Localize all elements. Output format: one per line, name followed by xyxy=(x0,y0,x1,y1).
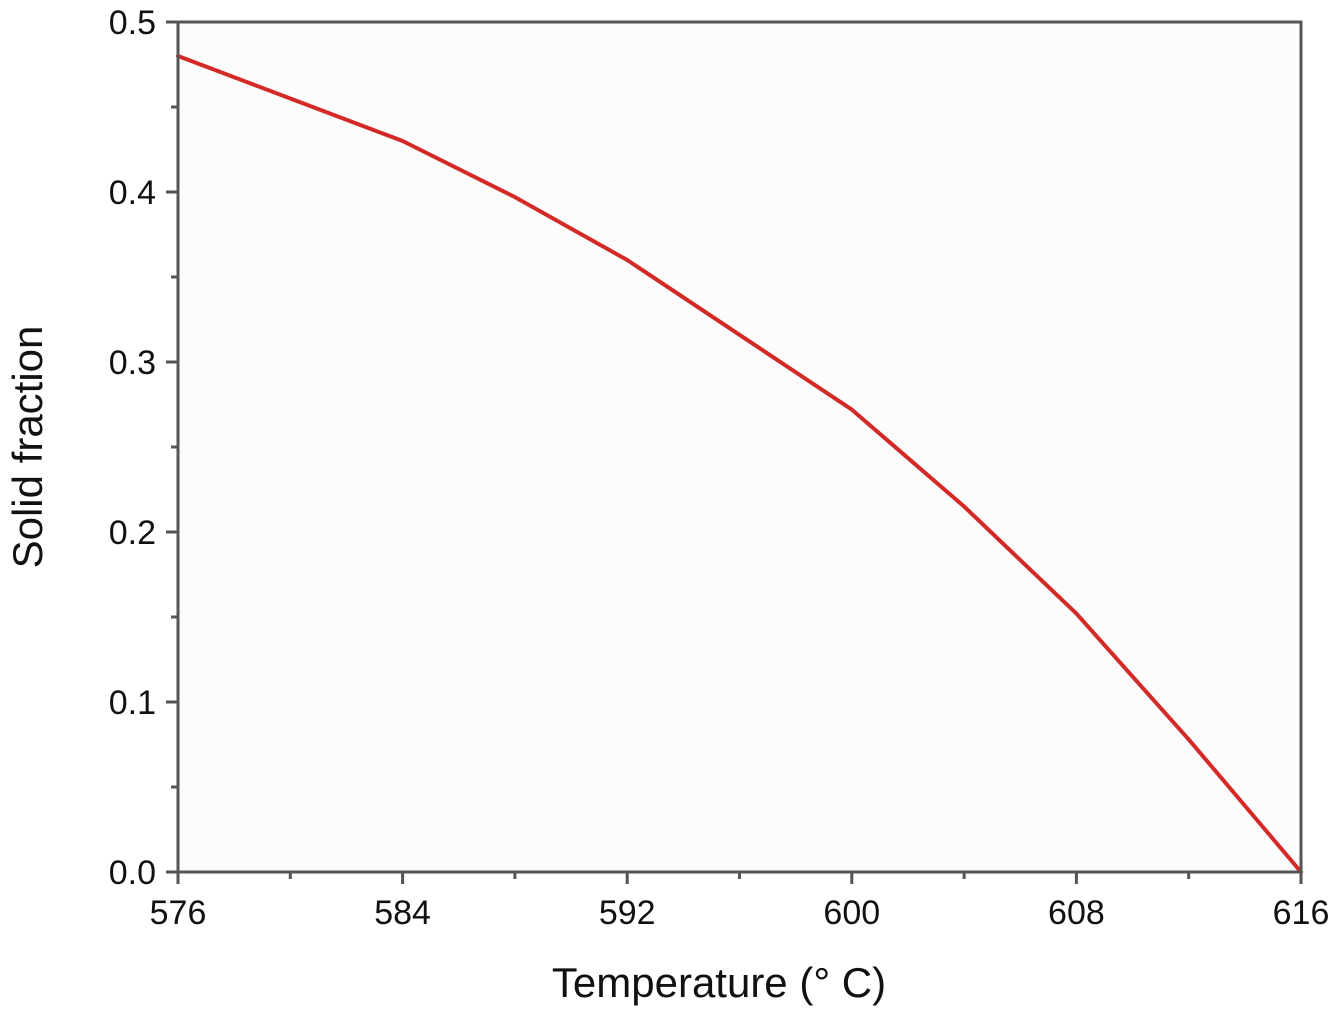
y-tick-label: 0.3 xyxy=(109,344,156,382)
y-tick-label: 0.4 xyxy=(109,174,156,212)
x-tick-label: 584 xyxy=(374,894,431,932)
y-axis-title: Solid fraction xyxy=(4,326,51,569)
plot-frame xyxy=(176,20,1303,874)
x-tick-label: 616 xyxy=(1273,894,1330,932)
y-tick-label: 0.2 xyxy=(109,514,156,552)
y-tick-label: 0.0 xyxy=(109,854,156,892)
x-axis-title: Temperature (° C) xyxy=(552,959,886,1006)
plot-area xyxy=(178,22,1301,872)
x-tick-label: 592 xyxy=(599,894,656,932)
x-tick-labels: 576 584 592 600 608 616 xyxy=(150,894,1330,932)
x-tick-label: 608 xyxy=(1048,894,1105,932)
series-line xyxy=(176,54,1303,874)
y-tick-label: 0.5 xyxy=(109,4,156,42)
x-tick-label: 576 xyxy=(150,894,207,932)
x-tick-label: 600 xyxy=(823,894,880,932)
y-tick-label: 0.1 xyxy=(109,684,156,722)
y-tick-labels: 0.0 0.1 0.2 0.3 0.4 0.5 xyxy=(109,4,156,892)
